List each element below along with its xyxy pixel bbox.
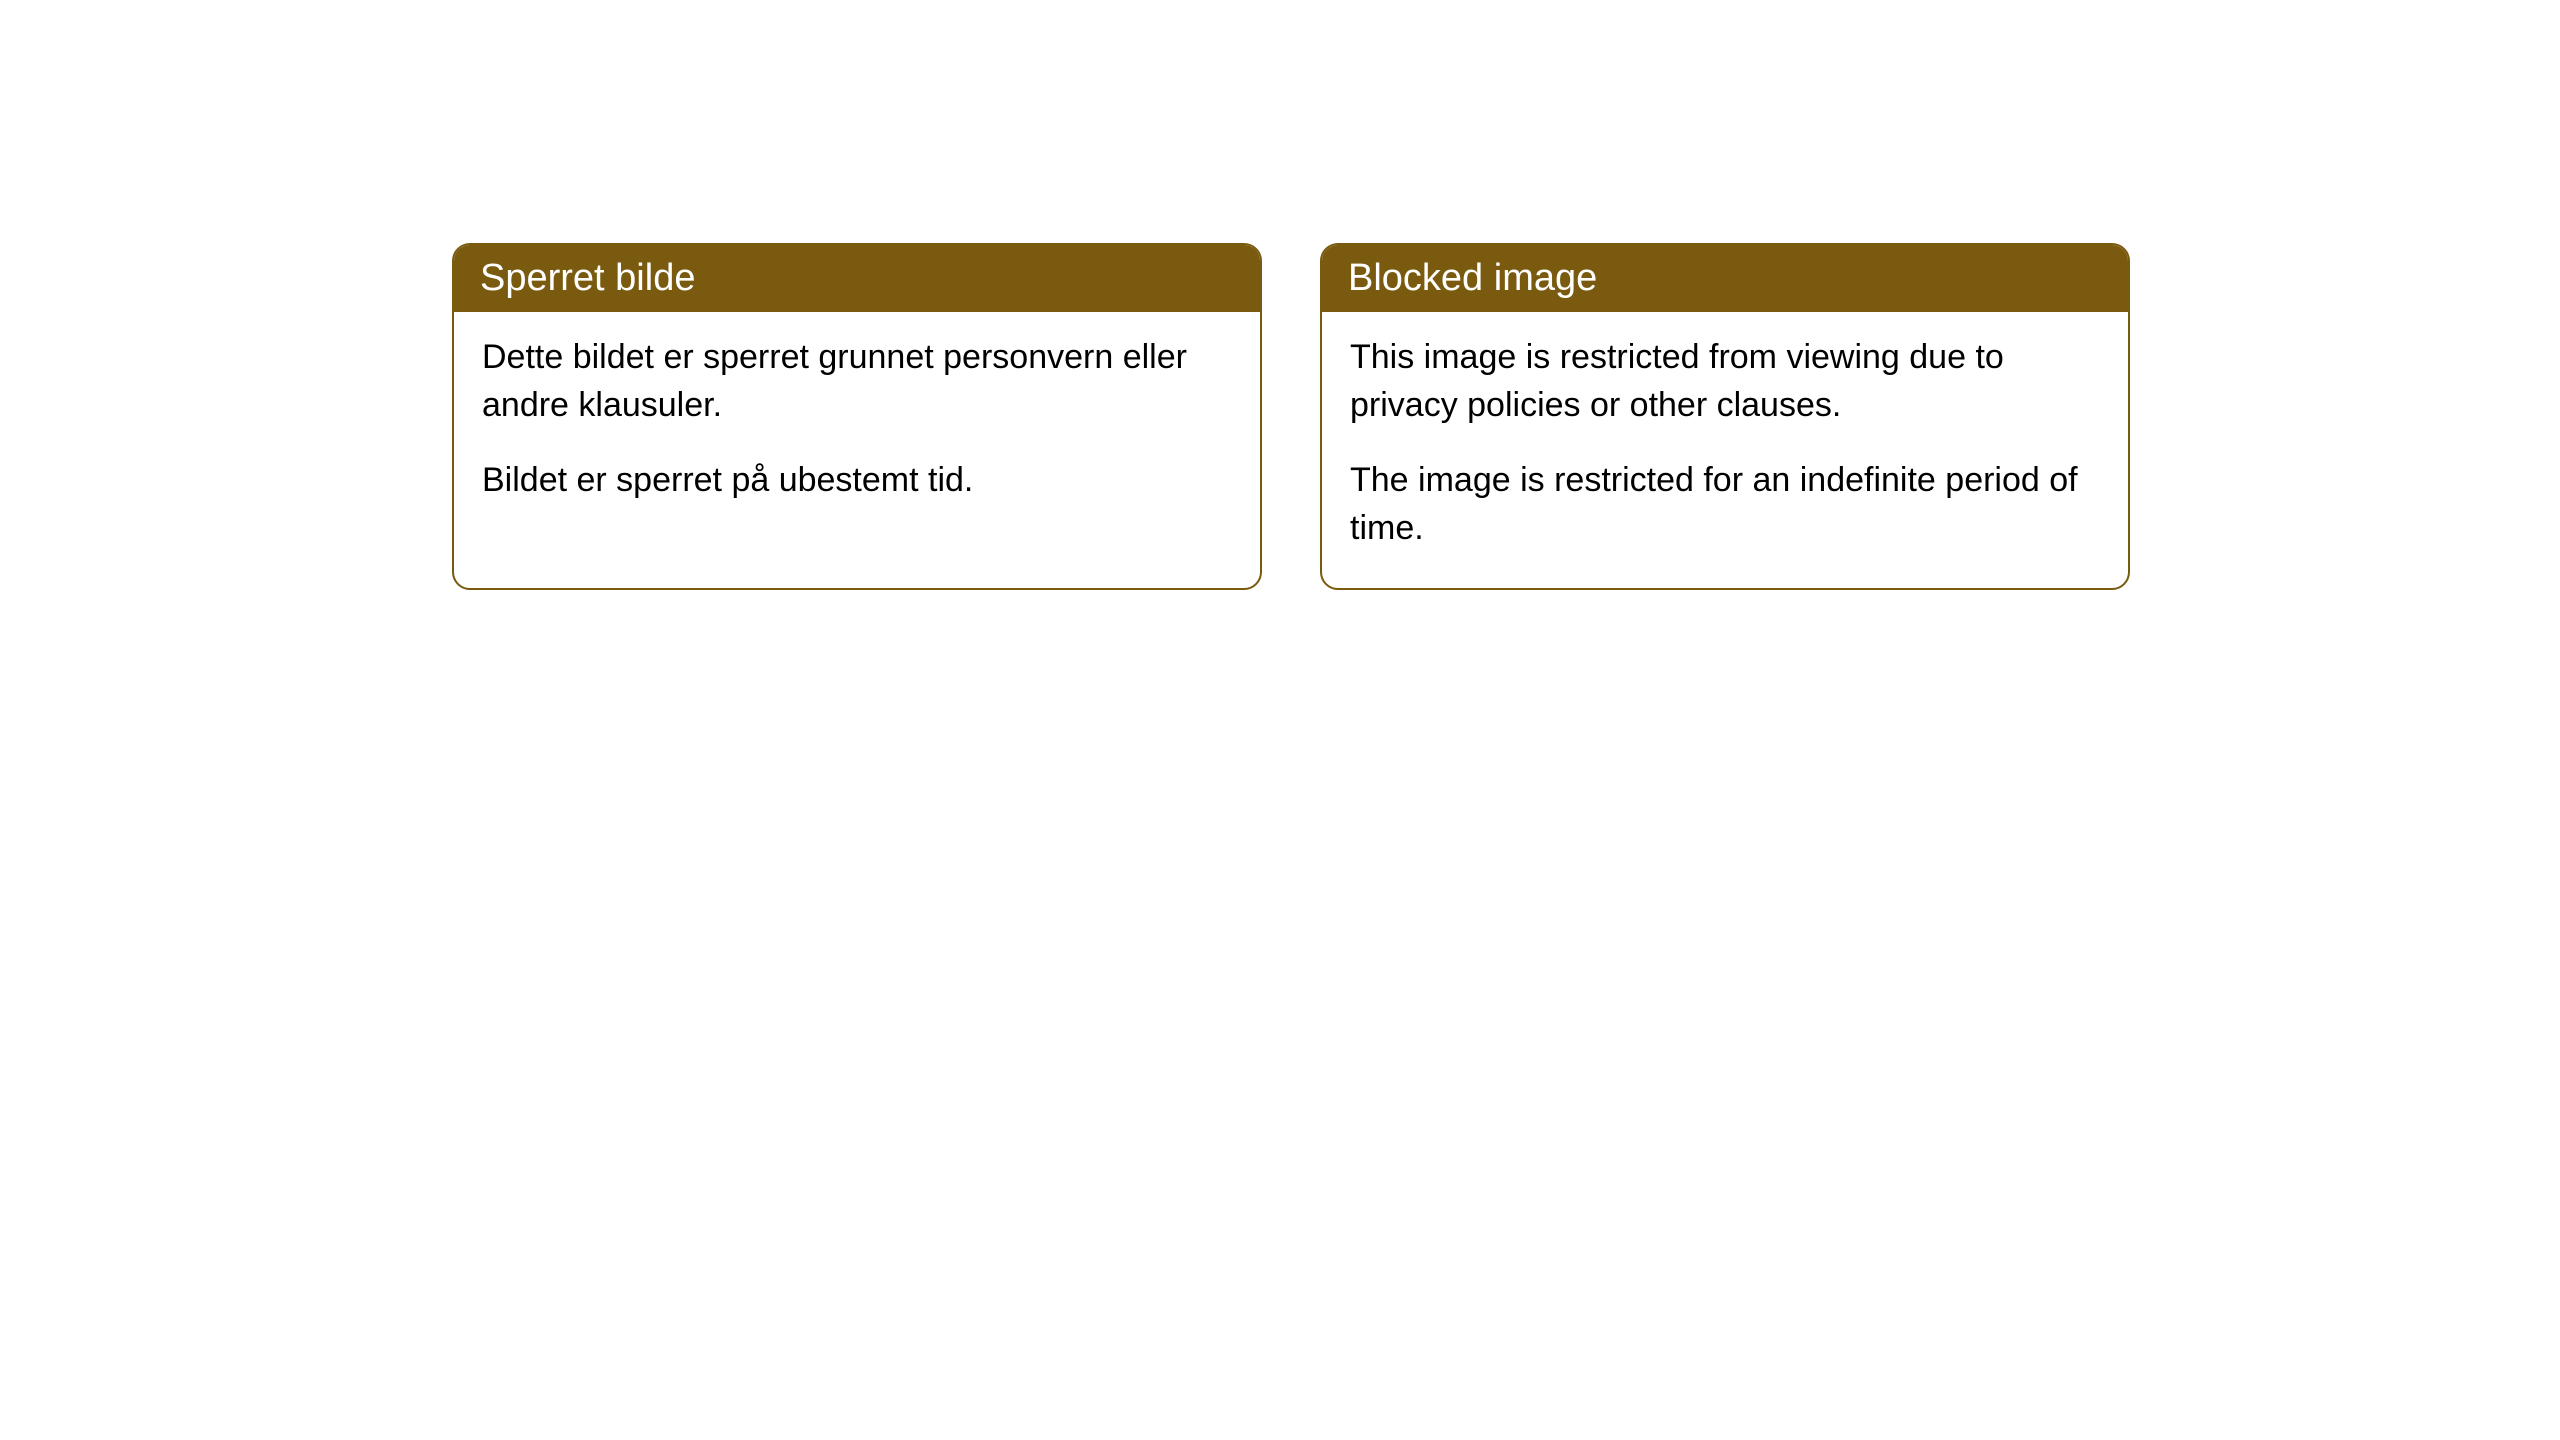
card-title: Blocked image <box>1348 257 1597 299</box>
card-paragraph: This image is restricted from viewing du… <box>1350 334 2100 429</box>
card-title: Sperret bilde <box>480 257 695 299</box>
card-paragraph: The image is restricted for an indefinit… <box>1350 457 2100 552</box>
card-header: Sperret bilde <box>454 245 1260 312</box>
blocked-image-card-norwegian: Sperret bilde Dette bildet er sperret gr… <box>452 243 1262 590</box>
cards-container: Sperret bilde Dette bildet er sperret gr… <box>452 243 2130 590</box>
card-paragraph: Dette bildet er sperret grunnet personve… <box>482 334 1232 429</box>
card-header: Blocked image <box>1322 245 2128 312</box>
card-body: Dette bildet er sperret grunnet personve… <box>454 312 1260 541</box>
card-body: This image is restricted from viewing du… <box>1322 312 2128 588</box>
blocked-image-card-english: Blocked image This image is restricted f… <box>1320 243 2130 590</box>
card-paragraph: Bildet er sperret på ubestemt tid. <box>482 457 1232 505</box>
